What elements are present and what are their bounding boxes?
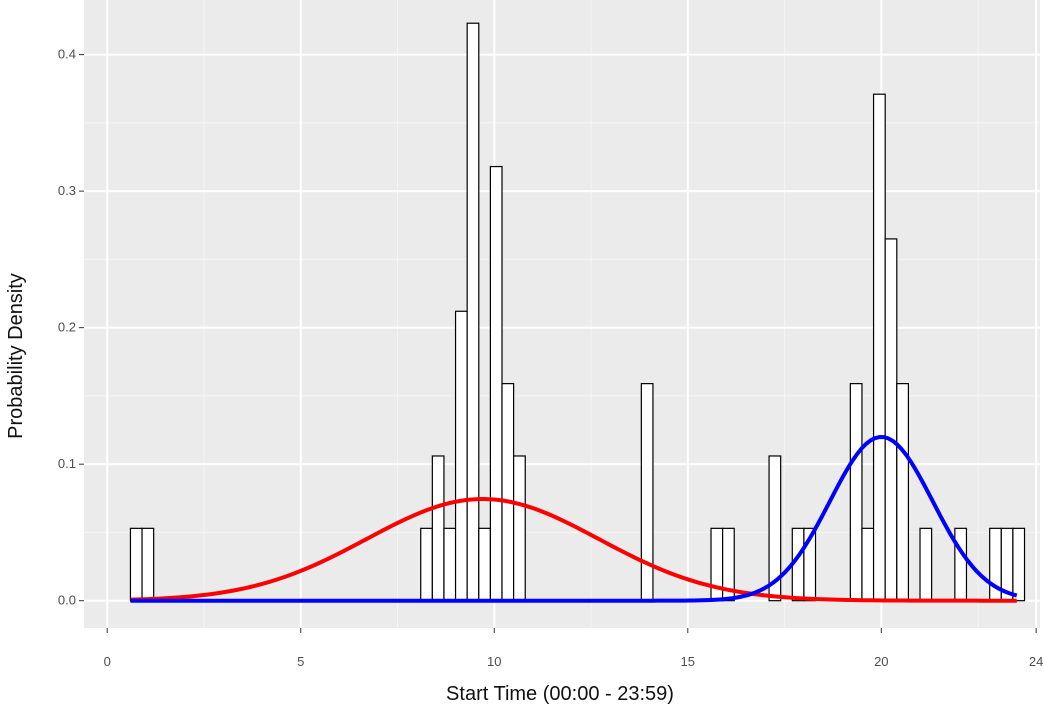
y-tick-label: 0.4 [58,47,76,62]
density-curve-2 [130,435,1018,603]
y-axis-ticks: 0.0 0.1 0.2 0.3 0.4 [58,47,84,608]
histogram-bar [443,527,457,602]
density-curve-1 [130,497,1017,603]
histogram-bar [466,22,480,602]
histogram-bar [919,527,933,602]
histogram-bar [141,527,155,602]
histogram-bar [513,455,526,602]
histogram-bar [454,310,468,602]
histogram-bar [489,165,503,602]
histogram-bar [896,383,910,602]
x-axis-title: Start Time (00:00 - 23:59) [446,683,674,705]
histogram-bar [478,527,491,602]
x-tick-label: 15 [681,654,695,669]
y-tick-label: 0.1 [58,456,76,471]
x-axis-ticks: 0 5 10 15 20 24 [104,628,1043,669]
histogram-bar [768,455,782,602]
histogram-bar [431,455,445,602]
y-tick-label: 0.3 [58,183,76,198]
histogram-bar [849,383,863,602]
histogram-bar [420,527,433,602]
x-tick-label: 24 [1029,654,1043,669]
x-tick-label: 5 [297,654,304,669]
x-tick-label: 20 [874,654,888,669]
histogram-bar [861,527,875,602]
histogram-bar [129,527,143,602]
histogram-bar [884,238,898,602]
y-tick-label: 0.2 [58,320,76,335]
histogram-bar [640,383,654,602]
histogram-bar [501,383,515,602]
x-tick-label: 10 [487,654,501,669]
histogram-bar [954,527,968,602]
y-tick-label: 0.0 [58,593,76,608]
histogram-bar [872,93,886,602]
histogram-bar [1012,527,1026,602]
density-curves [130,435,1018,603]
y-axis-title: Probability Density [5,273,27,439]
x-tick-label: 0 [104,654,111,669]
